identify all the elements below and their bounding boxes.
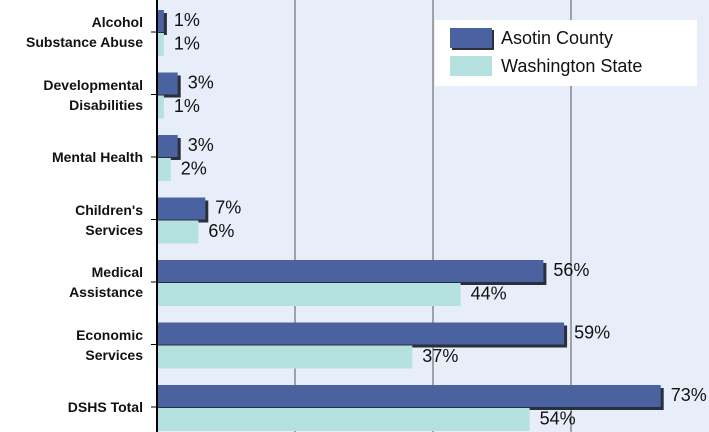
category-label: DSHS Total <box>67 399 143 415</box>
bar <box>157 95 164 119</box>
category-label: Mental Health <box>51 149 143 165</box>
value-label: 37% <box>422 346 458 366</box>
category-label: Children's Services <box>75 201 143 238</box>
value-label: 59% <box>574 322 610 342</box>
legend-swatch <box>450 28 492 48</box>
legend-swatch <box>450 56 492 76</box>
legend-label: Washington State <box>501 56 642 76</box>
value-label: 1% <box>174 33 200 53</box>
bar <box>157 158 171 181</box>
value-label: 3% <box>188 135 214 155</box>
bar <box>157 283 461 306</box>
category-label: Medical Assistance <box>69 264 143 300</box>
bar <box>157 385 661 407</box>
value-label: 54% <box>540 408 576 428</box>
bar <box>157 220 199 244</box>
value-label: 7% <box>215 197 241 217</box>
bar <box>157 322 565 345</box>
bar <box>157 72 178 95</box>
value-label: 1% <box>174 10 200 30</box>
bar <box>157 33 164 56</box>
value-label: 3% <box>188 72 214 92</box>
category-label: Alcohol Substance Abuse <box>26 14 143 50</box>
value-label: 56% <box>553 260 589 280</box>
legend-label: Asotin County <box>501 28 613 48</box>
bar <box>157 10 164 32</box>
value-label: 6% <box>208 221 234 241</box>
value-label: 1% <box>174 96 200 116</box>
bar <box>157 408 530 431</box>
bar <box>157 260 544 282</box>
value-label: 2% <box>181 158 207 178</box>
value-label: 73% <box>671 385 707 405</box>
category-label: Developmental Disabilities <box>43 76 143 113</box>
bar <box>157 135 178 157</box>
value-label: 44% <box>471 283 507 303</box>
category-label: Economic Services <box>76 326 143 363</box>
bar <box>157 345 413 369</box>
bar <box>157 197 206 220</box>
